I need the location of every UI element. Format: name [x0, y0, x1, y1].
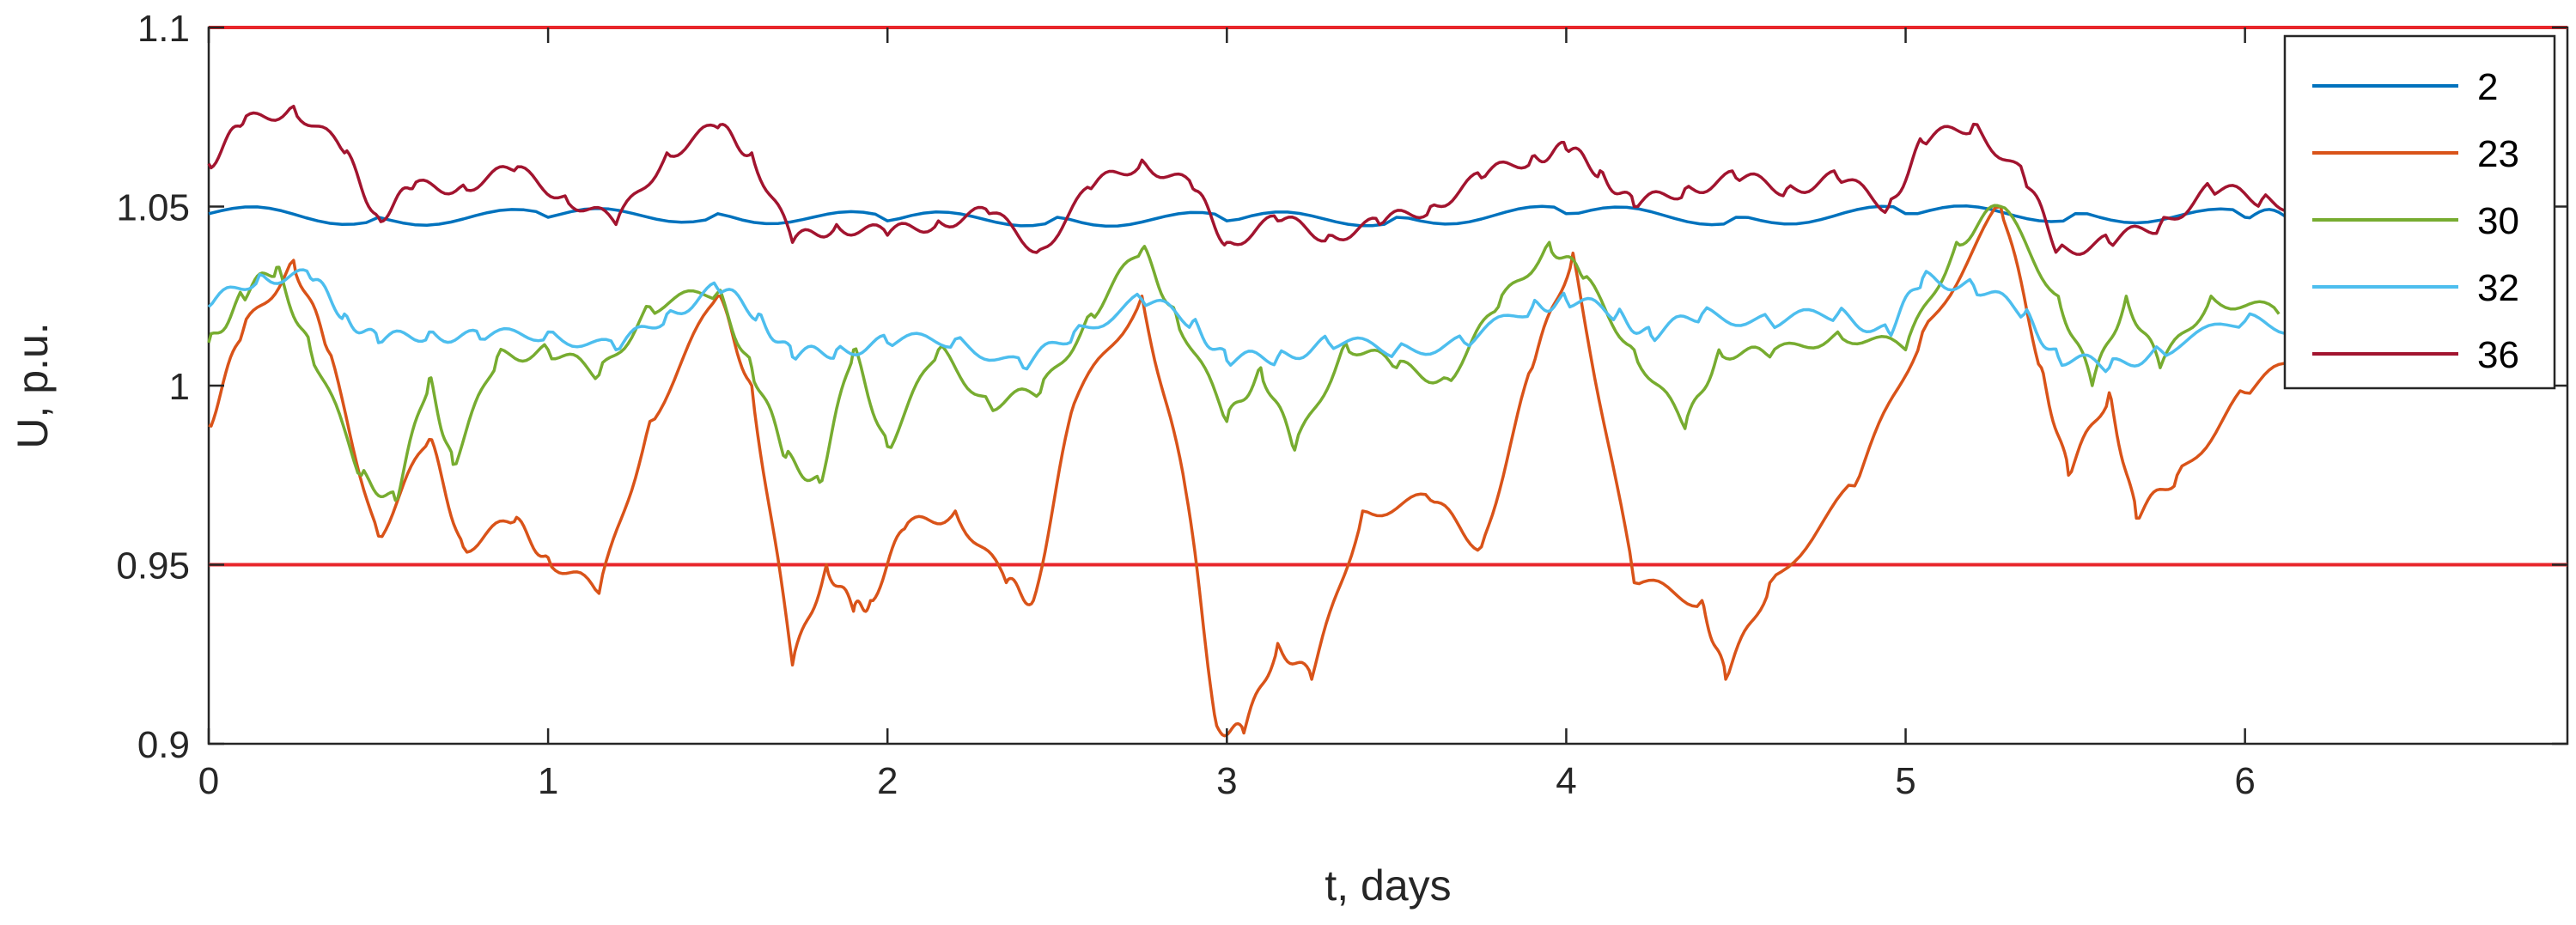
series-line-32 — [207, 268, 2314, 374]
legend: 2 23 30 32 36 — [2283, 34, 2556, 390]
series-lines — [207, 104, 2315, 738]
y-axis-ticks: 0.9 0.95 1 1.05 1.1 — [116, 8, 2567, 766]
limit-lines — [209, 26, 2567, 567]
series-line-23 — [208, 204, 2315, 738]
x-tick-label: 3 — [1216, 760, 1237, 802]
x-tick-label: 4 — [1556, 760, 1576, 802]
plot-area — [207, 26, 2569, 745]
y-tick-label: 0.9 — [137, 724, 190, 766]
legend-label-32: 32 — [2477, 267, 2519, 309]
axes-box — [207, 26, 2569, 745]
x-axis-label: t, days — [1325, 861, 1451, 910]
legend-label-23: 23 — [2477, 133, 2519, 175]
y-tick-label: 0.95 — [116, 545, 190, 587]
legend-box — [2283, 34, 2556, 390]
x-tick-label: 1 — [538, 760, 558, 802]
legend-label-36: 36 — [2477, 334, 2519, 376]
x-tick-label: 2 — [877, 760, 898, 802]
y-tick-label: 1 — [169, 366, 190, 408]
x-tick-label: 0 — [198, 760, 219, 802]
legend-label-2: 2 — [2477, 66, 2498, 108]
legend-label-30: 30 — [2477, 200, 2519, 242]
x-tick-label: 5 — [1895, 760, 1915, 802]
x-axis-ticks: 0 1 2 3 4 5 6 — [198, 27, 2256, 802]
x-tick-label: 6 — [2234, 760, 2255, 802]
y-tick-label: 1.05 — [116, 187, 190, 229]
y-axis-label: U, p.u. — [9, 322, 57, 448]
y-tick-label: 1.1 — [137, 8, 190, 50]
series-line-36 — [207, 104, 2315, 256]
